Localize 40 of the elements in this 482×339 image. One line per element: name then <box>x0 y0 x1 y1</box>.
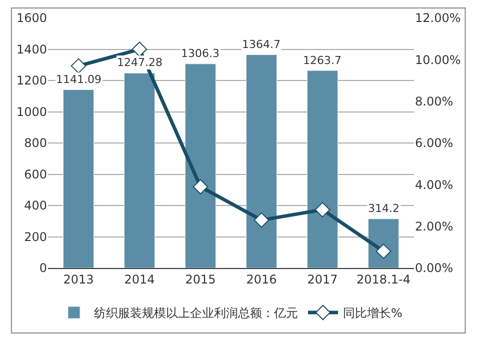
bar <box>63 89 94 268</box>
y2-tick-label: 10.00% <box>415 52 461 67</box>
y2-tick-label: 12.00% <box>415 11 461 26</box>
y-tick-label: 1000 <box>16 104 47 119</box>
y2-tick-label: 2.00% <box>415 220 454 234</box>
y-tick-label: 1200 <box>16 74 47 88</box>
bar <box>124 72 155 268</box>
data-label: 1306.3 <box>181 47 220 60</box>
x-tick-label: 2018.1-4 <box>356 272 410 286</box>
point <box>132 42 148 57</box>
y-tick-label: 200 <box>24 230 47 244</box>
y-tick-label: 1600 <box>16 11 47 26</box>
bar <box>307 70 338 268</box>
y2-tick-label: 4.00% <box>415 178 454 192</box>
y-tick-label: 600 <box>24 167 47 182</box>
bar <box>246 54 277 268</box>
x-tick-label: 2014 <box>124 272 155 286</box>
data-label: 1263.7 <box>303 54 342 67</box>
y2-tick-label: 6.00% <box>415 136 454 150</box>
bar <box>185 64 216 268</box>
legend-label: 同比增长% <box>343 306 402 320</box>
x-tick-label: 2013 <box>63 272 94 286</box>
data-label: 1364.7 <box>242 38 280 51</box>
data-label: 1141.09 <box>56 73 102 86</box>
y-tick-label: 400 <box>24 198 47 213</box>
y2-tick-label: 0.00% <box>415 261 454 276</box>
y-tick-label: 0 <box>39 261 47 276</box>
point <box>70 58 86 74</box>
legend-label: 纺织服装规模以上企业利润总额：亿元 <box>94 306 298 320</box>
x-tick-label: 2017 <box>307 272 338 286</box>
point <box>254 212 270 228</box>
x-tick-label: 2016 <box>246 272 277 286</box>
y-tick-label: 1400 <box>16 42 47 56</box>
point <box>192 179 208 194</box>
data-label: 1247.28 <box>117 56 162 69</box>
data-label: 314.2 <box>368 202 400 215</box>
y2-tick-label: 8.00% <box>415 94 454 109</box>
point <box>314 202 330 218</box>
y-tick-label: 800 <box>24 136 47 150</box>
x-tick-label: 2015 <box>185 272 216 286</box>
